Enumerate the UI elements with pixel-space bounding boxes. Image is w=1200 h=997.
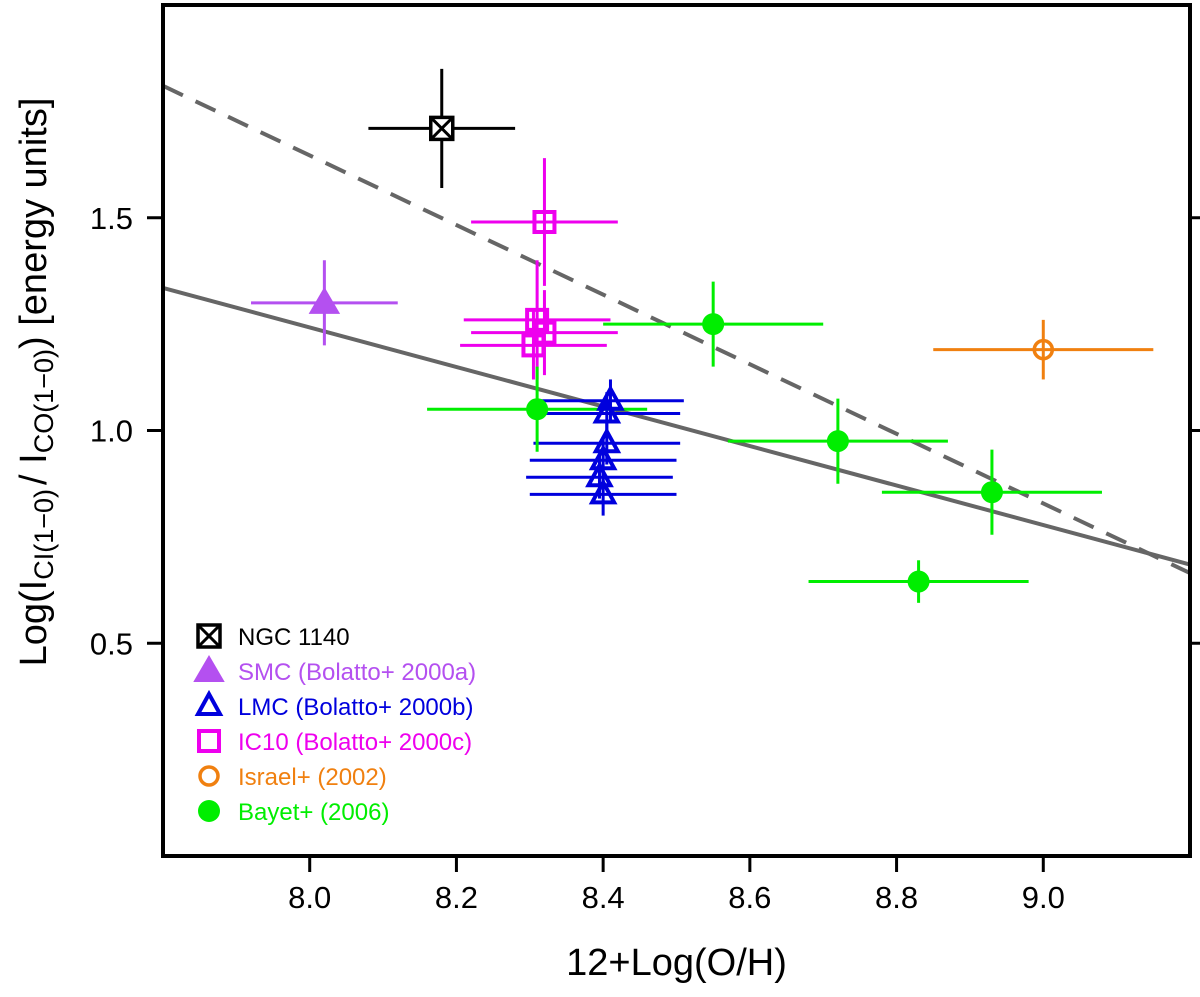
legend-label-4: Israel+ (2002) [238, 764, 387, 791]
legend-item-0: NGC 1140 [196, 623, 350, 651]
x-tick-label-5: 9.0 [1022, 880, 1065, 915]
series-5-point-0-marker [702, 313, 725, 336]
legend-marker-3 [197, 729, 221, 753]
series-5-point-0-marker-shape [702, 313, 725, 336]
legend-label-1: SMC (Bolatto+ 2000a) [238, 659, 476, 686]
series-3-point-0-marker-shape [532, 210, 557, 235]
legend-label-3: IC10 (Bolatto+ 2000c) [238, 729, 472, 756]
legend-label-2: LMC (Bolatto+ 2000b) [238, 694, 473, 721]
x-axis-title: 12+Log(O/H) [566, 942, 787, 984]
series-3-point-0-marker [532, 210, 557, 235]
series-3-point-3-marker [521, 333, 546, 358]
legend-marker-4-shape [198, 765, 220, 787]
y-tick-label-0: 0.5 [90, 626, 133, 661]
data-markers [308, 115, 1055, 593]
x-tick-label-1: 8.2 [435, 880, 478, 915]
legend-marker-0-diag2 [196, 623, 222, 649]
series-2-point-5-marker [588, 478, 618, 505]
x-tick-label-4: 8.8 [875, 880, 918, 915]
x-axis-ticks: 8.0 8.2 8.4 8.6 8.8 9.0 [288, 856, 1065, 915]
legend-marker-4 [198, 765, 220, 787]
legend-marker-5 [198, 800, 220, 822]
y-axis-title-suffix: ) [energy units] [13, 98, 55, 349]
series-5-point-3-marker [980, 481, 1003, 504]
legend-marker-3-shape [197, 729, 221, 753]
x-tick-label-3: 8.6 [728, 880, 771, 915]
series-3-point-1-marker [525, 307, 550, 332]
series-4-point-0-marker-shape [1032, 338, 1055, 361]
y-tick-label-1: 1.0 [90, 414, 133, 449]
series-3-point-1-marker-shape [525, 307, 550, 332]
fit-line-solid [163, 286, 1190, 567]
y-tick-label-2: 1.5 [90, 201, 133, 236]
series-0-point-0-marker-diag2 [429, 116, 454, 141]
legend: NGC 1140 SMC (Bolatto+ 2000a) LMC (Bolatto… [193, 623, 476, 826]
series-5-point-3-marker-shape [980, 481, 1003, 504]
fit-lines [163, 84, 1190, 575]
series-5-point-1-marker [526, 398, 549, 421]
legend-marker-2 [194, 689, 224, 716]
y-axis-ticks: 0.5 1.0 1.5 [90, 201, 1200, 661]
error-bars [251, 68, 1154, 603]
series-1-point-0-marker-shape [308, 286, 341, 314]
series-2-point-5-marker-shape [588, 478, 618, 505]
legend-label-5: Bayet+ (2006) [238, 799, 389, 826]
series-0-point-0-marker [429, 115, 455, 142]
y-axis-title-sub2: CO(1−0) [29, 349, 59, 453]
legend-marker-0 [196, 623, 222, 649]
series-2-point-1-marker-shape [592, 397, 622, 424]
legend-marker-1-shape [193, 655, 225, 682]
legend-item-5: Bayet+ (2006) [198, 799, 389, 826]
legend-marker-1 [193, 655, 225, 682]
series-5-point-1-marker-shape [526, 398, 549, 421]
legend-item-1: SMC (Bolatto+ 2000a) [193, 655, 476, 686]
legend-marker-2-shape [194, 689, 224, 716]
x-tick-label-2: 8.4 [582, 880, 625, 915]
legend-label-0: NGC 1140 [238, 624, 350, 651]
y-axis-title: Log(ICI(1−0) / ICO(1−0)) [energy units] [13, 98, 59, 667]
legend-marker-5-shape [198, 800, 220, 822]
x-tick-label-0: 8.0 [288, 880, 331, 915]
legend-item-3: IC10 (Bolatto+ 2000c) [197, 729, 472, 756]
y-axis-title-sub1: CI(1−0) [29, 489, 59, 580]
series-1-point-0-marker [308, 286, 341, 314]
series-3-point-3-marker-shape [521, 333, 546, 358]
y-axis-title-prefix: Log(I [13, 580, 55, 667]
series-5-point-4-marker [907, 570, 930, 593]
series-5-point-4-marker-shape [907, 570, 930, 593]
legend-item-4: Israel+ (2002) [198, 764, 387, 791]
series-2-point-1-marker [592, 397, 622, 424]
legend-item-2: LMC (Bolatto+ 2000b) [194, 689, 473, 721]
series-5-point-2-marker [826, 430, 849, 453]
series-4-point-0-marker [1032, 338, 1055, 361]
series-5-point-2-marker-shape [826, 430, 849, 453]
y-axis-title-middle: / I [13, 453, 55, 485]
